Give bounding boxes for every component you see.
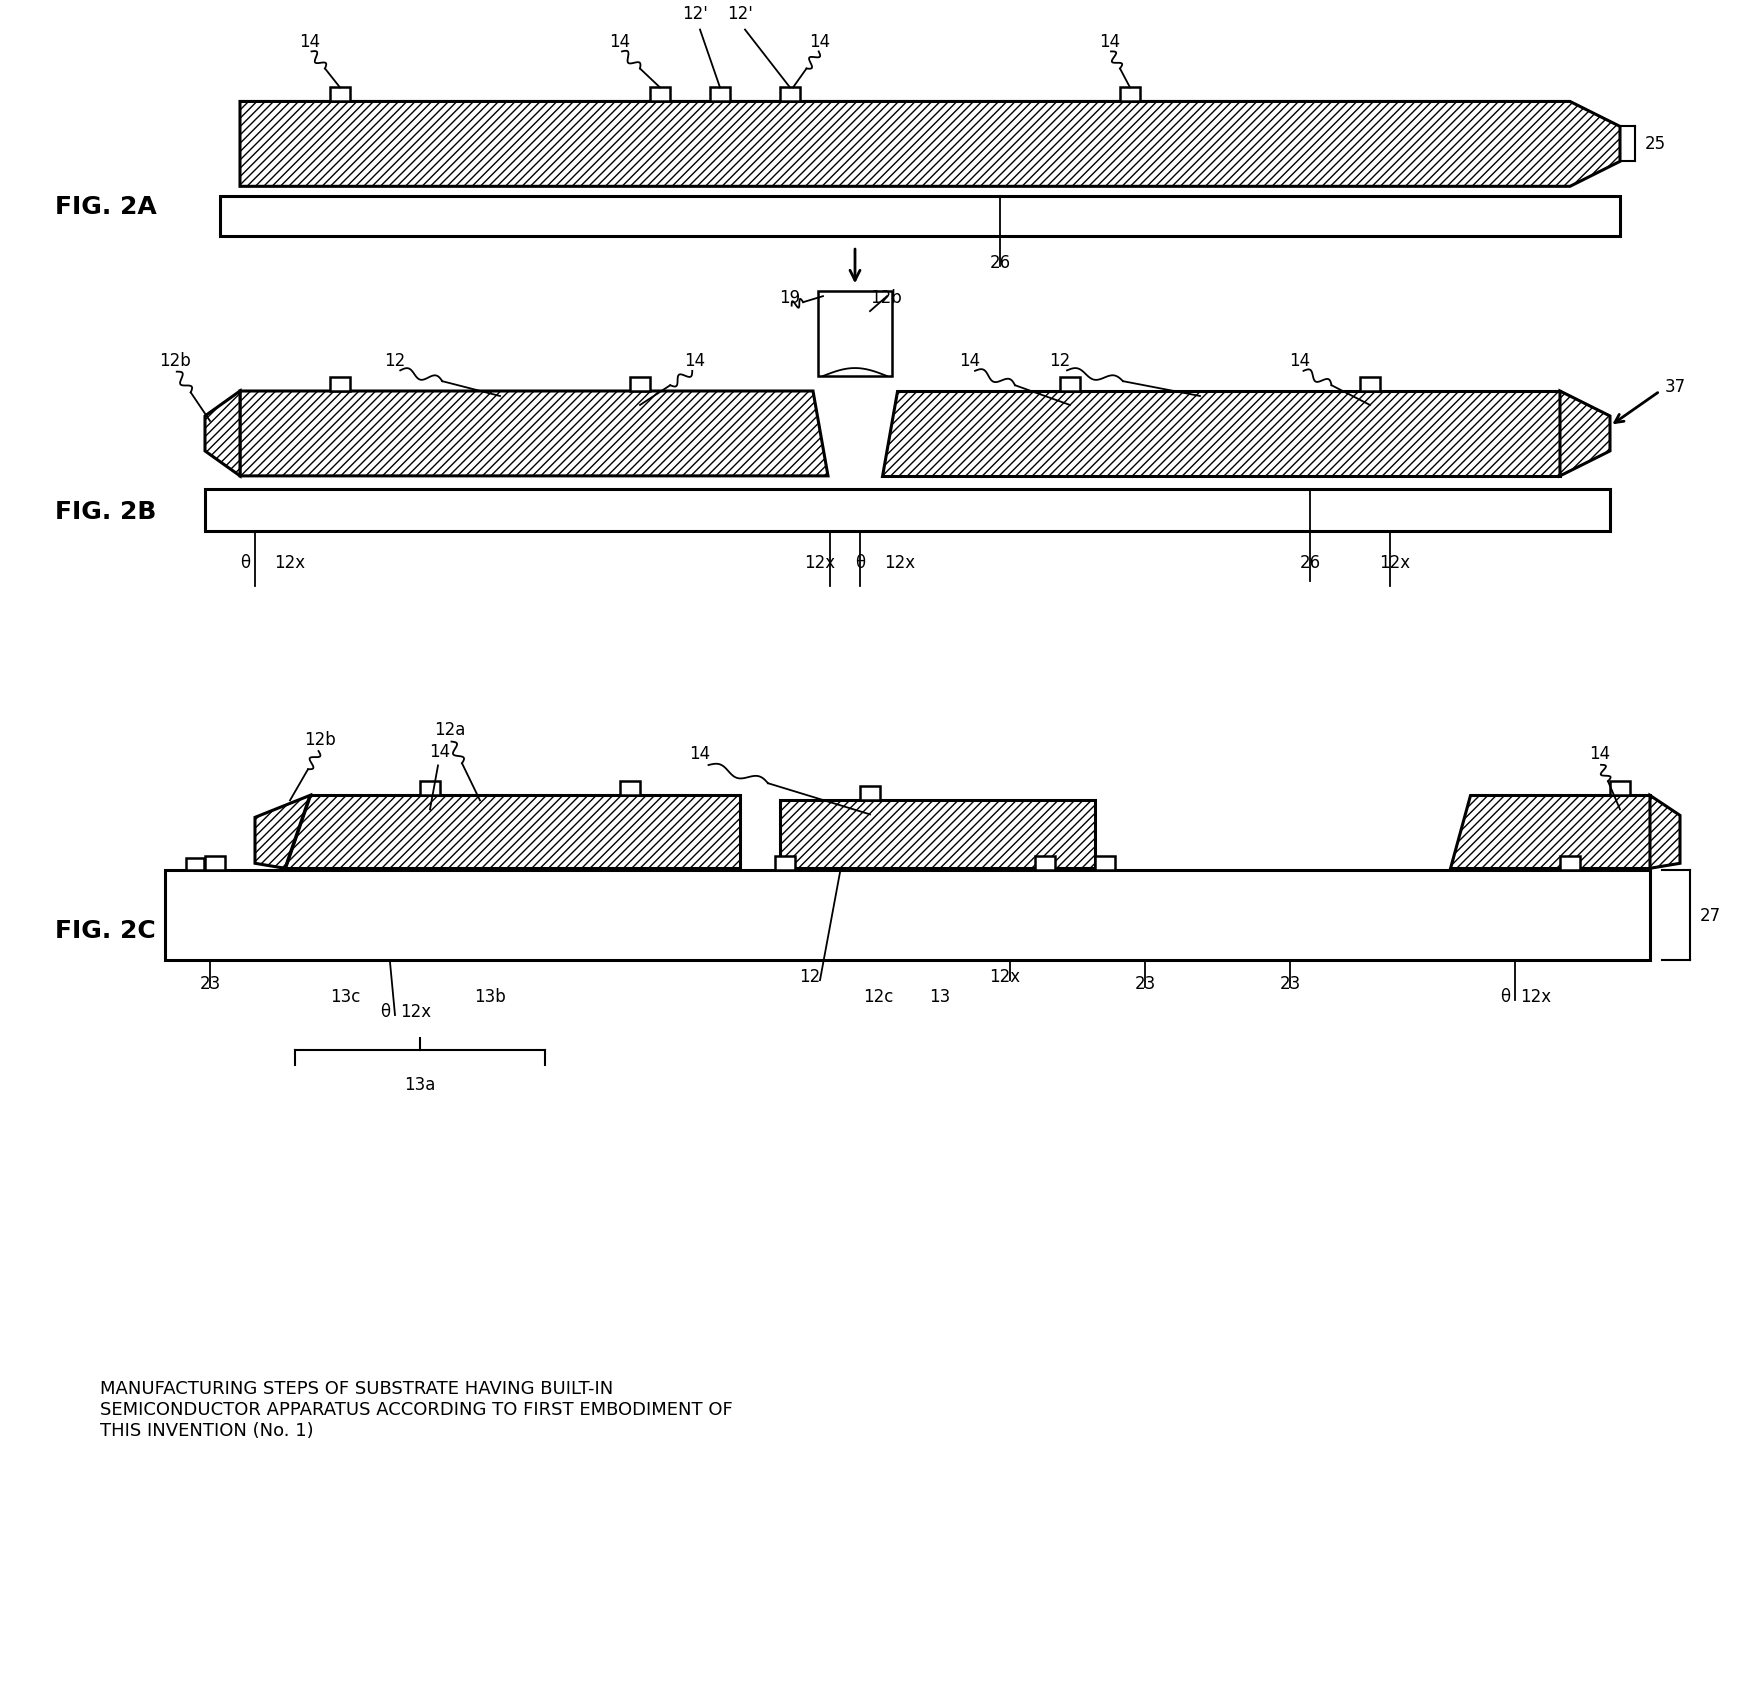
- Bar: [619, 782, 640, 795]
- Text: 12: 12: [1049, 352, 1070, 370]
- Text: 14: 14: [1589, 744, 1610, 763]
- Text: 13a: 13a: [405, 1075, 435, 1092]
- Text: 19: 19: [779, 288, 800, 307]
- Bar: [1359, 377, 1380, 393]
- Bar: [775, 857, 795, 871]
- Text: θ: θ: [1500, 987, 1510, 1005]
- Text: 26: 26: [989, 254, 1010, 271]
- Bar: [219, 198, 1621, 237]
- Bar: [1059, 377, 1080, 393]
- Bar: [1121, 89, 1140, 102]
- Text: 26: 26: [1300, 553, 1321, 572]
- Polygon shape: [284, 795, 740, 869]
- Bar: [419, 782, 440, 795]
- Text: 14: 14: [689, 744, 710, 763]
- Polygon shape: [1651, 795, 1680, 869]
- Text: 12x: 12x: [274, 553, 305, 572]
- Text: 12x: 12x: [1379, 553, 1410, 572]
- Bar: [630, 377, 651, 393]
- Text: 12x: 12x: [1521, 987, 1551, 1005]
- Polygon shape: [254, 795, 310, 869]
- Text: 12x: 12x: [884, 553, 916, 572]
- Text: 12': 12': [682, 5, 709, 22]
- Text: 14: 14: [1289, 352, 1310, 370]
- Bar: [330, 89, 351, 102]
- Text: 14: 14: [1100, 32, 1121, 51]
- Bar: [205, 490, 1610, 531]
- Text: MANUFACTURING STEPS OF SUBSTRATE HAVING BUILT-IN
SEMICONDUCTOR APPARATUS ACCORDI: MANUFACTURING STEPS OF SUBSTRATE HAVING …: [100, 1379, 733, 1439]
- Text: 14: 14: [609, 32, 630, 51]
- Bar: [1559, 857, 1580, 871]
- Text: 12a: 12a: [435, 720, 467, 739]
- Text: 23: 23: [200, 975, 221, 992]
- Text: 14: 14: [809, 32, 831, 51]
- Text: 12c: 12c: [863, 987, 893, 1005]
- Text: 14: 14: [684, 352, 705, 370]
- Text: 12b: 12b: [160, 352, 191, 370]
- Text: FIG. 2B: FIG. 2B: [54, 500, 156, 524]
- Text: 13: 13: [930, 987, 951, 1005]
- Bar: [205, 857, 225, 871]
- Bar: [186, 859, 203, 871]
- Polygon shape: [817, 292, 893, 377]
- Bar: [781, 89, 800, 102]
- Text: 12': 12': [728, 5, 752, 22]
- Text: 12: 12: [800, 968, 821, 985]
- Bar: [1610, 782, 1629, 795]
- Bar: [1035, 857, 1054, 871]
- Polygon shape: [882, 393, 1559, 476]
- Text: 23: 23: [1279, 975, 1301, 992]
- Text: 13b: 13b: [474, 987, 505, 1005]
- Text: FIG. 2A: FIG. 2A: [54, 195, 156, 218]
- Text: 13c: 13c: [330, 987, 360, 1005]
- Text: 12x: 12x: [989, 968, 1021, 985]
- Polygon shape: [240, 393, 828, 476]
- Text: 12: 12: [384, 352, 405, 370]
- Text: 12x: 12x: [805, 553, 835, 572]
- Text: 23: 23: [1135, 975, 1156, 992]
- Text: 14: 14: [959, 352, 980, 370]
- Polygon shape: [1559, 393, 1610, 476]
- Text: 25: 25: [1645, 135, 1666, 154]
- Bar: [165, 871, 1651, 961]
- Text: 12b: 12b: [870, 288, 902, 307]
- Bar: [651, 89, 670, 102]
- Text: 12x: 12x: [400, 1002, 431, 1021]
- Bar: [1094, 857, 1116, 871]
- Text: 37: 37: [1665, 377, 1686, 396]
- Polygon shape: [781, 801, 1094, 869]
- Bar: [330, 377, 351, 393]
- Polygon shape: [205, 393, 240, 476]
- Polygon shape: [1451, 795, 1651, 869]
- Text: FIG. 2C: FIG. 2C: [54, 918, 156, 942]
- Text: 12b: 12b: [303, 731, 335, 749]
- Polygon shape: [240, 102, 1621, 188]
- Text: 14: 14: [300, 32, 321, 51]
- Text: 14: 14: [430, 743, 451, 761]
- Bar: [710, 89, 730, 102]
- Text: 27: 27: [1700, 906, 1721, 925]
- Text: θ: θ: [854, 553, 865, 572]
- Bar: [859, 787, 881, 801]
- Text: θ: θ: [381, 1002, 389, 1021]
- Text: θ: θ: [240, 553, 251, 572]
